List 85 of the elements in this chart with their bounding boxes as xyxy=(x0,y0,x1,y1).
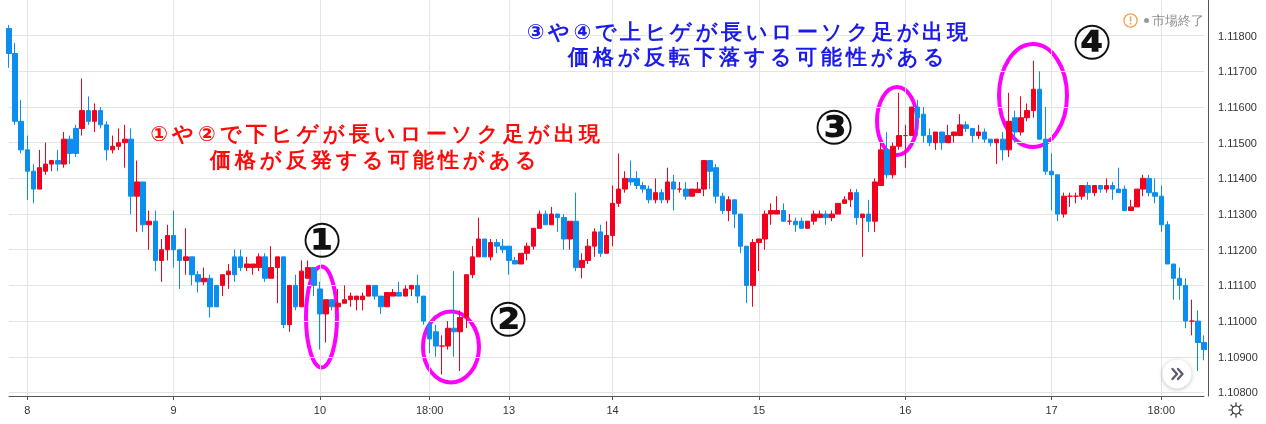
candlestick xyxy=(1098,185,1103,194)
candlestick xyxy=(543,209,548,226)
candlestick xyxy=(860,213,865,258)
candlestick xyxy=(92,102,97,133)
candlestick xyxy=(683,181,689,201)
y-tick-label: 1.11500 xyxy=(1218,136,1257,149)
candlestick xyxy=(866,199,871,233)
y-tick-label: 1.11400 xyxy=(1218,172,1257,185)
x-tick-label: 8 xyxy=(24,403,31,416)
candlestick xyxy=(994,138,999,165)
annotation: 市場終了 xyxy=(1152,12,1204,28)
candlestick xyxy=(823,209,829,226)
x-tick-label: 18:00 xyxy=(415,403,444,416)
candlestick xyxy=(451,270,457,358)
annotation: ② xyxy=(487,291,529,347)
candlestick xyxy=(281,256,286,329)
candlestick xyxy=(55,149,61,172)
annotation: ③や④で上ヒゲが長いローソク足が出現 xyxy=(526,19,972,44)
candlestick xyxy=(1104,177,1109,194)
candlestick xyxy=(781,202,786,222)
x-tick-label: 17 xyxy=(1045,403,1058,416)
candlestick xyxy=(573,192,579,272)
y-tick-label: 1.10900 xyxy=(1218,350,1258,363)
candlestick xyxy=(1012,110,1018,144)
candlestick xyxy=(659,188,664,204)
candlestick xyxy=(549,206,554,226)
candlestick xyxy=(128,127,134,215)
candlestick xyxy=(396,281,402,297)
candlestick xyxy=(488,238,493,261)
y-tick-label: 1.11700 xyxy=(1218,65,1257,78)
y-tick-label: 1.11600 xyxy=(1218,101,1257,114)
candlestick xyxy=(153,209,158,272)
candlestick xyxy=(1085,181,1091,201)
annotation: ① xyxy=(301,212,343,268)
x-tick-label: 10 xyxy=(313,403,327,416)
candlestick xyxy=(317,281,323,351)
candlestick xyxy=(726,195,731,222)
y-tick-label: 1.11200 xyxy=(1218,243,1257,256)
candlestick xyxy=(939,131,945,151)
candlestick xyxy=(262,252,268,283)
candlestick xyxy=(134,160,140,233)
y-tick-label: 1.11100 xyxy=(1218,279,1257,292)
x-tick-label: 16 xyxy=(899,403,912,416)
x-tick-label: 14 xyxy=(606,403,619,416)
candlestick xyxy=(677,181,682,194)
x-tick-label: 15 xyxy=(752,403,766,416)
x-tick-label: 13 xyxy=(502,403,516,416)
candlestick xyxy=(976,124,981,140)
candlestick xyxy=(482,238,487,258)
candlestick xyxy=(665,167,670,204)
candlestick xyxy=(79,77,85,137)
candlestick xyxy=(884,131,890,179)
candlestick xyxy=(1189,299,1195,336)
y-tick-label: 1.11000 xyxy=(1218,315,1257,328)
candlestick xyxy=(323,299,329,343)
candlestick xyxy=(86,95,91,126)
candlestick xyxy=(293,274,298,311)
candlestick xyxy=(1000,131,1006,162)
annotation: ①や②で下ヒゲが長いローソク足が出現 xyxy=(150,121,604,146)
candlestick xyxy=(183,227,189,276)
candlestick xyxy=(61,131,67,169)
candlestick xyxy=(671,174,676,211)
annotation: ④ xyxy=(1071,14,1113,70)
candlestick xyxy=(1006,92,1012,158)
candlestick xyxy=(653,177,658,204)
annotation: 価格が反転下落する可能性がある xyxy=(567,44,949,69)
annotation: 価格が反発する可能性がある xyxy=(209,147,541,172)
x-tick-label: 18:00 xyxy=(1147,403,1176,416)
candlestick xyxy=(787,213,792,226)
y-tick-label: 1.11800 xyxy=(1218,29,1257,42)
candlestick xyxy=(854,188,859,226)
candlestick xyxy=(311,267,317,297)
candlestick xyxy=(567,220,573,251)
candlestick xyxy=(933,131,938,151)
y-tick-label: 1.10800 xyxy=(1218,386,1258,399)
y-tick-label: 1.11300 xyxy=(1218,208,1257,221)
candlestick xyxy=(146,209,152,251)
candlestick xyxy=(1092,185,1097,197)
annotation: ③ xyxy=(813,99,855,155)
candlestick xyxy=(287,284,292,333)
x-tick-label: 9 xyxy=(170,403,177,416)
candlestick xyxy=(140,181,146,233)
candlestick xyxy=(329,299,335,311)
candlestick xyxy=(201,267,207,286)
candlestick xyxy=(598,224,603,258)
